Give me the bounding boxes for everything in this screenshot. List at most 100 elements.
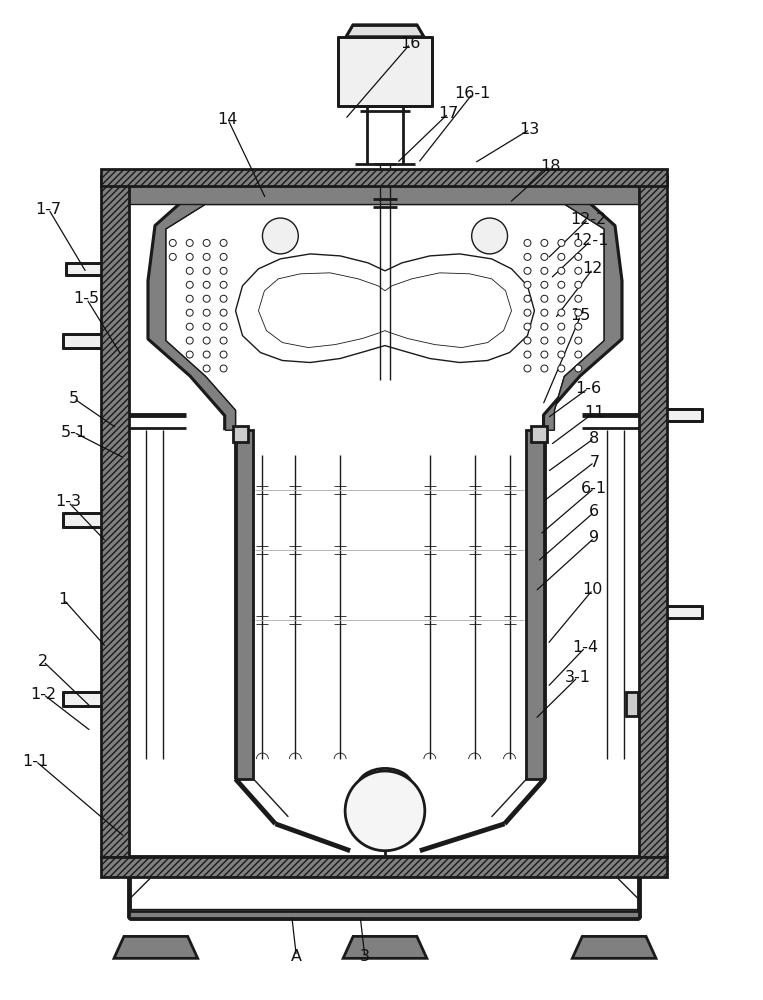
- Text: 16-1: 16-1: [455, 86, 491, 101]
- Circle shape: [575, 323, 581, 330]
- Circle shape: [220, 239, 227, 246]
- Circle shape: [558, 351, 565, 358]
- Circle shape: [186, 239, 193, 246]
- Text: 2: 2: [38, 654, 48, 669]
- Polygon shape: [129, 911, 639, 918]
- Circle shape: [186, 323, 193, 330]
- Text: 15: 15: [571, 308, 591, 323]
- Bar: [101, 857, 667, 877]
- Polygon shape: [346, 25, 423, 37]
- Bar: [101, 176, 129, 857]
- Circle shape: [220, 253, 227, 260]
- Circle shape: [524, 267, 531, 274]
- Circle shape: [524, 351, 531, 358]
- Circle shape: [524, 323, 531, 330]
- Polygon shape: [129, 186, 639, 204]
- Circle shape: [575, 281, 581, 288]
- Circle shape: [220, 351, 227, 358]
- Circle shape: [186, 295, 193, 302]
- Circle shape: [186, 253, 193, 260]
- Polygon shape: [233, 426, 249, 442]
- Text: 18: 18: [540, 159, 561, 174]
- Circle shape: [524, 239, 531, 246]
- Text: 1-3: 1-3: [55, 494, 82, 509]
- Circle shape: [186, 351, 193, 358]
- Circle shape: [524, 365, 531, 372]
- Circle shape: [524, 253, 531, 260]
- Circle shape: [203, 337, 210, 344]
- Polygon shape: [129, 857, 639, 865]
- Circle shape: [575, 365, 581, 372]
- Bar: [639, 176, 667, 857]
- Circle shape: [203, 323, 210, 330]
- Circle shape: [575, 253, 581, 260]
- Polygon shape: [626, 692, 638, 716]
- Polygon shape: [236, 430, 253, 779]
- Text: 8: 8: [589, 431, 600, 446]
- Polygon shape: [526, 430, 545, 779]
- Text: 3: 3: [360, 949, 370, 964]
- Text: 6-1: 6-1: [581, 481, 607, 496]
- Circle shape: [203, 309, 210, 316]
- Text: A: A: [291, 949, 302, 964]
- Circle shape: [541, 323, 548, 330]
- Circle shape: [541, 309, 548, 316]
- Circle shape: [575, 309, 581, 316]
- Text: 1-4: 1-4: [572, 640, 598, 655]
- Circle shape: [203, 281, 210, 288]
- Circle shape: [345, 771, 425, 851]
- Circle shape: [220, 323, 227, 330]
- Circle shape: [524, 295, 531, 302]
- Circle shape: [220, 337, 227, 344]
- Circle shape: [558, 295, 565, 302]
- Circle shape: [558, 267, 565, 274]
- Text: 10: 10: [583, 582, 603, 597]
- Circle shape: [558, 365, 565, 372]
- Polygon shape: [66, 263, 103, 275]
- Circle shape: [220, 295, 227, 302]
- Text: 12-2: 12-2: [570, 212, 607, 227]
- Circle shape: [575, 337, 581, 344]
- Polygon shape: [63, 513, 103, 527]
- Polygon shape: [665, 606, 702, 618]
- Circle shape: [220, 281, 227, 288]
- Circle shape: [575, 351, 581, 358]
- Text: 5-1: 5-1: [60, 425, 87, 440]
- Circle shape: [541, 337, 548, 344]
- Circle shape: [558, 253, 565, 260]
- Text: 1-1: 1-1: [22, 754, 49, 769]
- Polygon shape: [532, 426, 547, 442]
- Circle shape: [524, 309, 531, 316]
- Text: 6: 6: [589, 504, 600, 519]
- Text: 12: 12: [583, 261, 603, 276]
- Polygon shape: [114, 936, 198, 958]
- Circle shape: [186, 267, 193, 274]
- Polygon shape: [545, 186, 639, 430]
- Polygon shape: [129, 186, 236, 430]
- Text: 7: 7: [589, 455, 600, 470]
- Circle shape: [541, 253, 548, 260]
- Circle shape: [541, 295, 548, 302]
- Circle shape: [169, 239, 176, 246]
- Text: 12-1: 12-1: [572, 233, 609, 248]
- Polygon shape: [63, 692, 103, 706]
- Circle shape: [558, 281, 565, 288]
- Circle shape: [203, 253, 210, 260]
- Circle shape: [203, 365, 210, 372]
- Circle shape: [541, 239, 548, 246]
- Polygon shape: [63, 334, 103, 348]
- Circle shape: [575, 239, 581, 246]
- Circle shape: [262, 218, 298, 254]
- Text: 1-5: 1-5: [73, 291, 100, 306]
- Text: 9: 9: [589, 530, 600, 545]
- Circle shape: [472, 218, 507, 254]
- Text: 11: 11: [584, 405, 604, 420]
- Text: 1: 1: [59, 592, 69, 607]
- Circle shape: [169, 253, 176, 260]
- Circle shape: [541, 267, 548, 274]
- Text: 1-6: 1-6: [575, 381, 601, 396]
- Circle shape: [220, 309, 227, 316]
- Text: 14: 14: [217, 112, 238, 127]
- Polygon shape: [343, 936, 427, 958]
- Circle shape: [220, 365, 227, 372]
